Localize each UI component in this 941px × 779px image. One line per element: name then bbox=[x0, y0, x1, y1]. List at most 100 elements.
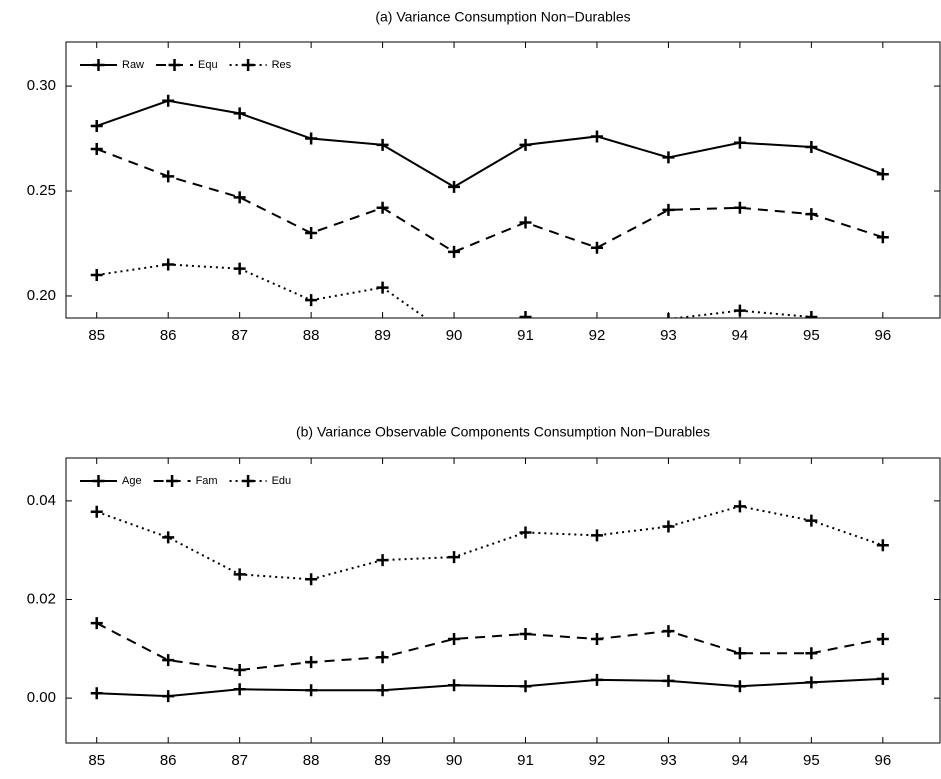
point-marker bbox=[448, 180, 461, 193]
point-marker bbox=[590, 632, 603, 645]
legend-marker bbox=[242, 59, 255, 71]
legend: Raw Equ Res bbox=[80, 59, 292, 71]
point-marker bbox=[662, 313, 675, 318]
point-marker bbox=[90, 119, 103, 132]
y-tick-label: 0.02 bbox=[27, 590, 56, 607]
point-marker bbox=[305, 656, 318, 669]
y-tick-label: 0.25 bbox=[27, 182, 56, 199]
plot-area bbox=[90, 500, 889, 703]
series-line bbox=[96, 677, 883, 698]
point-marker bbox=[519, 216, 532, 229]
point-marker bbox=[590, 529, 603, 542]
legend-marker bbox=[92, 475, 105, 487]
series-line bbox=[96, 148, 884, 254]
point-marker bbox=[662, 203, 675, 216]
point-marker bbox=[876, 231, 889, 244]
x-tick-label: 86 bbox=[160, 327, 177, 344]
point-marker bbox=[305, 684, 318, 697]
point-marker bbox=[876, 539, 889, 552]
point-marker bbox=[662, 151, 675, 164]
point-marker bbox=[90, 268, 103, 281]
chart: (b) Variance Observable Components Consu… bbox=[27, 424, 941, 769]
legend-label: Fam bbox=[196, 475, 218, 487]
x-tick-label: 91 bbox=[517, 327, 534, 344]
legend-marker bbox=[92, 59, 105, 71]
x-tick-label: 93 bbox=[660, 752, 677, 769]
series-line bbox=[96, 263, 821, 318]
point-marker bbox=[305, 294, 318, 307]
point-marker bbox=[233, 191, 246, 204]
point-marker bbox=[876, 672, 889, 685]
y-tick-label: 0.20 bbox=[27, 287, 56, 304]
point-marker bbox=[519, 310, 532, 318]
point-marker bbox=[305, 573, 318, 586]
point-marker bbox=[376, 651, 389, 664]
x-tick-label: 95 bbox=[803, 752, 820, 769]
point-marker bbox=[662, 674, 675, 687]
x-tick-label: 94 bbox=[732, 752, 749, 769]
y-tick-label: 0.30 bbox=[27, 77, 56, 94]
point-marker bbox=[376, 684, 389, 697]
point-marker bbox=[805, 208, 818, 221]
point-marker bbox=[233, 107, 246, 120]
point-marker bbox=[162, 170, 175, 183]
point-marker bbox=[805, 140, 818, 153]
point-marker bbox=[376, 138, 389, 151]
legend-marker bbox=[168, 59, 181, 71]
x-tick-label: 87 bbox=[231, 752, 248, 769]
point-marker bbox=[662, 520, 675, 533]
point-marker bbox=[519, 138, 532, 151]
x-tick-label: 88 bbox=[303, 752, 320, 769]
legend-marker bbox=[166, 475, 179, 487]
point-marker bbox=[162, 258, 175, 271]
point-marker bbox=[233, 683, 246, 696]
point-marker bbox=[376, 281, 389, 294]
point-marker bbox=[805, 676, 818, 689]
x-tick-label: 85 bbox=[88, 327, 105, 344]
x-tick-label: 90 bbox=[446, 327, 463, 344]
x-tick-label: 96 bbox=[874, 327, 891, 344]
chart: (a) Variance Consumption Non−Durables 0.2… bbox=[27, 9, 941, 344]
x-tick-label: 89 bbox=[374, 327, 391, 344]
point-marker bbox=[305, 132, 318, 145]
x-tick-label: 92 bbox=[589, 327, 606, 344]
x-tick-label: 86 bbox=[160, 752, 177, 769]
point-marker bbox=[162, 690, 175, 703]
point-marker bbox=[876, 168, 889, 181]
legend-label: Age bbox=[122, 475, 142, 487]
x-tick-label: 90 bbox=[446, 752, 463, 769]
plot-frame bbox=[65, 41, 941, 319]
plot-frame bbox=[65, 457, 941, 744]
series-line bbox=[96, 505, 884, 581]
point-marker bbox=[233, 664, 246, 677]
point-marker bbox=[805, 647, 818, 660]
legend-label: Res bbox=[272, 59, 292, 71]
x-tick-label: 95 bbox=[803, 327, 820, 344]
legend: Age Fam Edu bbox=[80, 475, 291, 487]
legend-label: Edu bbox=[272, 475, 292, 487]
x-tick-label: 87 bbox=[231, 327, 248, 344]
x-tick-label: 85 bbox=[88, 752, 105, 769]
x-tick-label: 88 bbox=[303, 327, 320, 344]
x-tick-label: 93 bbox=[660, 327, 677, 344]
legend-label: Raw bbox=[122, 59, 144, 71]
point-marker bbox=[448, 632, 461, 645]
x-tick-label: 92 bbox=[589, 752, 606, 769]
point-marker bbox=[805, 514, 818, 527]
point-marker bbox=[90, 505, 103, 518]
point-marker bbox=[162, 654, 175, 667]
point-marker bbox=[805, 310, 818, 318]
point-marker bbox=[448, 245, 461, 258]
point-marker bbox=[733, 136, 746, 149]
y-tick-label: 0.04 bbox=[27, 492, 56, 509]
x-tick-label: 91 bbox=[517, 752, 534, 769]
legend-marker bbox=[242, 475, 255, 487]
plot-area bbox=[90, 94, 889, 318]
point-marker bbox=[233, 568, 246, 581]
point-marker bbox=[90, 687, 103, 700]
point-marker bbox=[876, 632, 889, 645]
point-marker bbox=[590, 241, 603, 254]
series-line bbox=[96, 99, 884, 188]
chart-title: (a) Variance Consumption Non−Durables bbox=[375, 9, 630, 25]
